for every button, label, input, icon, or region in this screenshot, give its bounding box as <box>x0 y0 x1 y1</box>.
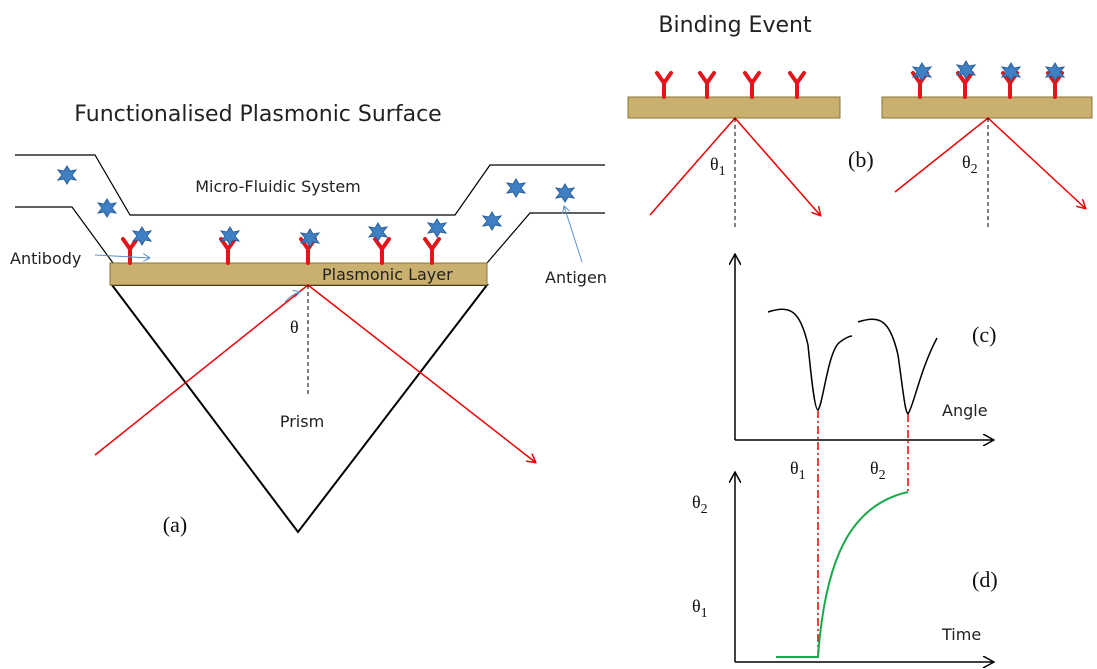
pointer <box>95 255 150 258</box>
light-ray <box>95 285 535 462</box>
binding-curve <box>776 492 908 657</box>
subscript: 1 <box>799 468 806 483</box>
symbol: θ <box>962 152 971 172</box>
subscript: 2 <box>971 162 978 177</box>
subscript: 2 <box>701 502 708 517</box>
antigens <box>913 61 1064 81</box>
symbol: θ <box>870 458 879 478</box>
y-tick-label: θ2 <box>692 492 708 517</box>
x-tick-label: θ1 <box>790 458 806 483</box>
symbol: θ <box>692 596 701 616</box>
pointer <box>564 206 582 262</box>
angle-label: θ <box>290 317 299 337</box>
plasmonic-layer <box>628 97 840 118</box>
layer-label: Plasmonic Layer <box>322 265 453 284</box>
light-ray <box>895 118 1085 208</box>
symbol: θ <box>692 492 701 512</box>
prism-label: Prism <box>280 412 324 431</box>
antibodies <box>123 239 439 263</box>
antibody-label: Antibody <box>10 249 81 268</box>
prism <box>112 285 487 532</box>
x-axis-label: Angle <box>942 401 988 420</box>
angle-label: θ1 <box>710 154 726 179</box>
x-tick-label: θ2 <box>870 458 886 483</box>
antibodies <box>657 73 804 97</box>
panel-title: Functionalised Plasmonic Surface <box>74 102 441 127</box>
diagram: Functionalised Plasmonic Surface Micro-F… <box>0 0 1097 669</box>
resonance-curve <box>858 319 937 414</box>
angle-label: θ2 <box>962 152 978 177</box>
header-title: Binding Event <box>658 13 812 38</box>
resonance-curve <box>768 309 852 410</box>
y-tick-label: θ1 <box>692 596 708 621</box>
symbol: θ <box>790 458 799 478</box>
x-axis-label: Time <box>941 625 981 644</box>
symbol: θ <box>710 154 719 174</box>
subscript: 1 <box>701 606 708 621</box>
channel-label: Micro-Fluidic System <box>195 177 361 196</box>
panel-label: (d) <box>972 567 998 592</box>
antibodies <box>913 73 1062 97</box>
plasmonic-layer <box>882 97 1092 118</box>
panel-label: (a) <box>163 512 187 537</box>
panel-label: (b) <box>848 147 874 172</box>
panel-label: (c) <box>972 322 996 347</box>
subscript: 2 <box>879 468 886 483</box>
subscript: 1 <box>719 164 726 179</box>
antigen-label: Antigen <box>545 268 607 287</box>
